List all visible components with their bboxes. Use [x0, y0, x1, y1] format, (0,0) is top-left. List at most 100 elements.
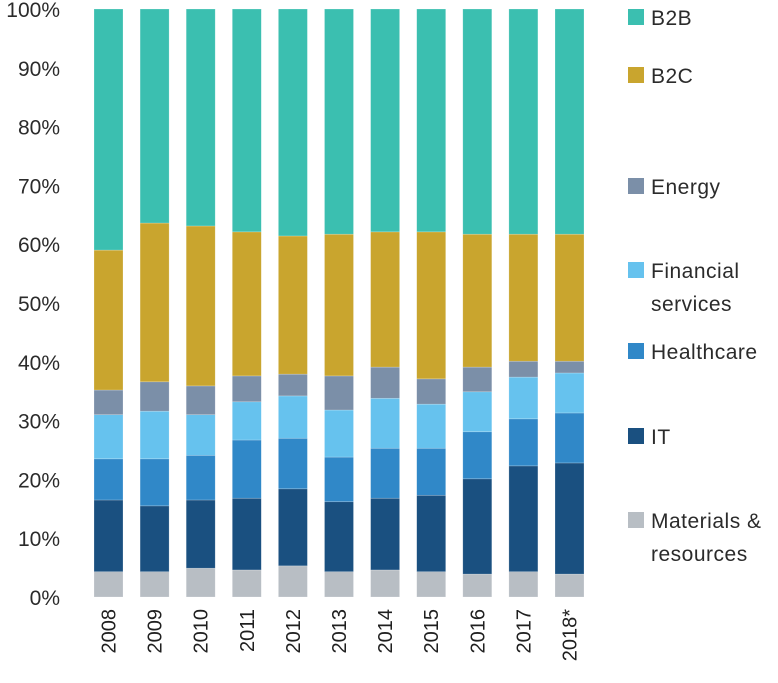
bar-segment-healthcare — [462, 431, 493, 480]
legend: B2B B2C Energy Financial services Healthcare I… — [628, 7, 762, 566]
bar-stack-2017 — [508, 8, 539, 598]
bar-segment-energy — [185, 385, 216, 416]
legend-item: IT — [628, 426, 671, 449]
x-tick-label: 2014 — [375, 609, 397, 654]
bar-segment-energy — [139, 381, 170, 412]
bar-segment-materials-resources — [416, 571, 447, 598]
bar-segment-b2c — [508, 233, 539, 362]
y-tick-label: 60% — [18, 234, 60, 257]
bar-segment-b2c — [185, 225, 216, 387]
legend-label: IT — [651, 426, 671, 449]
y-tick-label: 0% — [30, 587, 60, 610]
y-tick-label: 20% — [18, 469, 60, 492]
bar-segment-b2b — [416, 8, 447, 233]
bar-segment-healthcare — [508, 418, 539, 467]
bar-stack-2018 — [554, 8, 585, 598]
legend-label: B2B — [651, 7, 692, 30]
bar-stack-2016 — [462, 8, 493, 598]
bar-segment-b2c — [278, 235, 308, 375]
legend-label: resources — [651, 543, 748, 566]
bar-segment-energy — [232, 375, 262, 403]
legend-swatch — [628, 67, 644, 83]
y-tick-label: 100% — [6, 0, 60, 22]
x-tick-label: 2016 — [467, 609, 489, 654]
bar-segment-financial-services — [232, 401, 262, 441]
bar-segment-energy — [370, 366, 400, 399]
legend-item: Energy — [628, 176, 720, 199]
bar-segment-b2c — [554, 233, 585, 362]
bar-segment-healthcare — [232, 439, 262, 499]
bar-segment-materials-resources — [324, 571, 354, 598]
x-tick-label: 2013 — [329, 609, 351, 654]
y-tick-label: 40% — [18, 352, 60, 375]
bar-segment-b2b — [93, 8, 124, 251]
bar-segment-it — [508, 465, 539, 573]
bar-segment-financial-services — [139, 410, 170, 460]
bar-stack-2012 — [278, 8, 308, 598]
bar-segment-it — [232, 497, 262, 571]
legend-label: B2C — [651, 65, 693, 88]
x-tick-label: 2008 — [99, 609, 121, 654]
bar-segment-b2c — [416, 231, 447, 380]
bar-segment-energy — [462, 366, 493, 393]
legend-label: Healthcare — [651, 341, 758, 364]
legend-label: services — [651, 293, 732, 316]
y-tick-label: 80% — [18, 117, 60, 140]
bar-segment-financial-services — [324, 409, 354, 458]
bar-segment-energy — [554, 360, 585, 374]
x-tick-label: 2018* — [560, 609, 582, 661]
bar-segment-healthcare — [278, 437, 308, 490]
bar-segment-materials-resources — [278, 565, 308, 598]
legend-item: Healthcare — [628, 341, 758, 364]
bar-segment-financial-services — [508, 376, 539, 420]
bar-segment-financial-services — [416, 403, 447, 449]
bar-segment-financial-services — [93, 414, 124, 460]
bar-segment-b2b — [185, 8, 216, 227]
bar-segment-b2b — [278, 8, 308, 237]
bar-segment-healthcare — [324, 456, 354, 503]
bar-segment-materials-resources — [139, 571, 170, 598]
bar-segment-it — [93, 499, 124, 573]
bar-segment-it — [370, 497, 400, 571]
bar-segment-materials-resources — [554, 573, 585, 598]
bar-segment-b2b — [508, 8, 539, 235]
bar-segment-b2b — [232, 8, 262, 233]
bar-segment-it — [278, 488, 308, 567]
bar-segment-financial-services — [554, 372, 585, 414]
bar-segment-b2c — [93, 249, 124, 391]
bar-segment-financial-services — [370, 397, 400, 449]
legend-label: Financial — [651, 260, 740, 283]
bar-stack-2008 — [93, 8, 124, 598]
x-tick-label: 2011 — [237, 609, 259, 652]
legend-label: Materials & — [651, 510, 762, 533]
bar-segment-materials-resources — [185, 567, 216, 598]
bar-stack-2011 — [232, 8, 262, 598]
bar-stack-2009 — [139, 8, 170, 598]
bar-segment-energy — [508, 360, 539, 378]
y-tick-label: 50% — [18, 293, 60, 316]
x-tick-label: 2015 — [421, 609, 443, 654]
bar-segment-energy — [278, 373, 308, 397]
x-tick-label: 2012 — [283, 609, 305, 654]
bar-stack-2015 — [416, 8, 447, 598]
bar-stack-2013 — [324, 8, 354, 598]
legend-swatch — [628, 178, 644, 194]
bar-segment-it — [462, 478, 493, 575]
bar-segment-b2c — [462, 233, 493, 368]
bar-segment-healthcare — [416, 447, 447, 496]
bar-segment-b2b — [462, 8, 493, 235]
legend-item: Financial services — [628, 260, 740, 316]
bar-segment-healthcare — [554, 412, 585, 464]
bar-segment-it — [324, 501, 354, 573]
bar-segment-it — [416, 494, 447, 573]
legend-item: B2B — [628, 7, 692, 30]
bar-segment-it — [554, 462, 585, 575]
bar-segment-healthcare — [139, 458, 170, 507]
legend-swatch — [628, 343, 644, 359]
bar-segment-materials-resources — [232, 569, 262, 598]
bar-segment-it — [185, 499, 216, 569]
legend-item: B2C — [628, 65, 693, 88]
bar-segment-b2b — [324, 8, 354, 235]
bar-segment-b2b — [139, 8, 170, 224]
